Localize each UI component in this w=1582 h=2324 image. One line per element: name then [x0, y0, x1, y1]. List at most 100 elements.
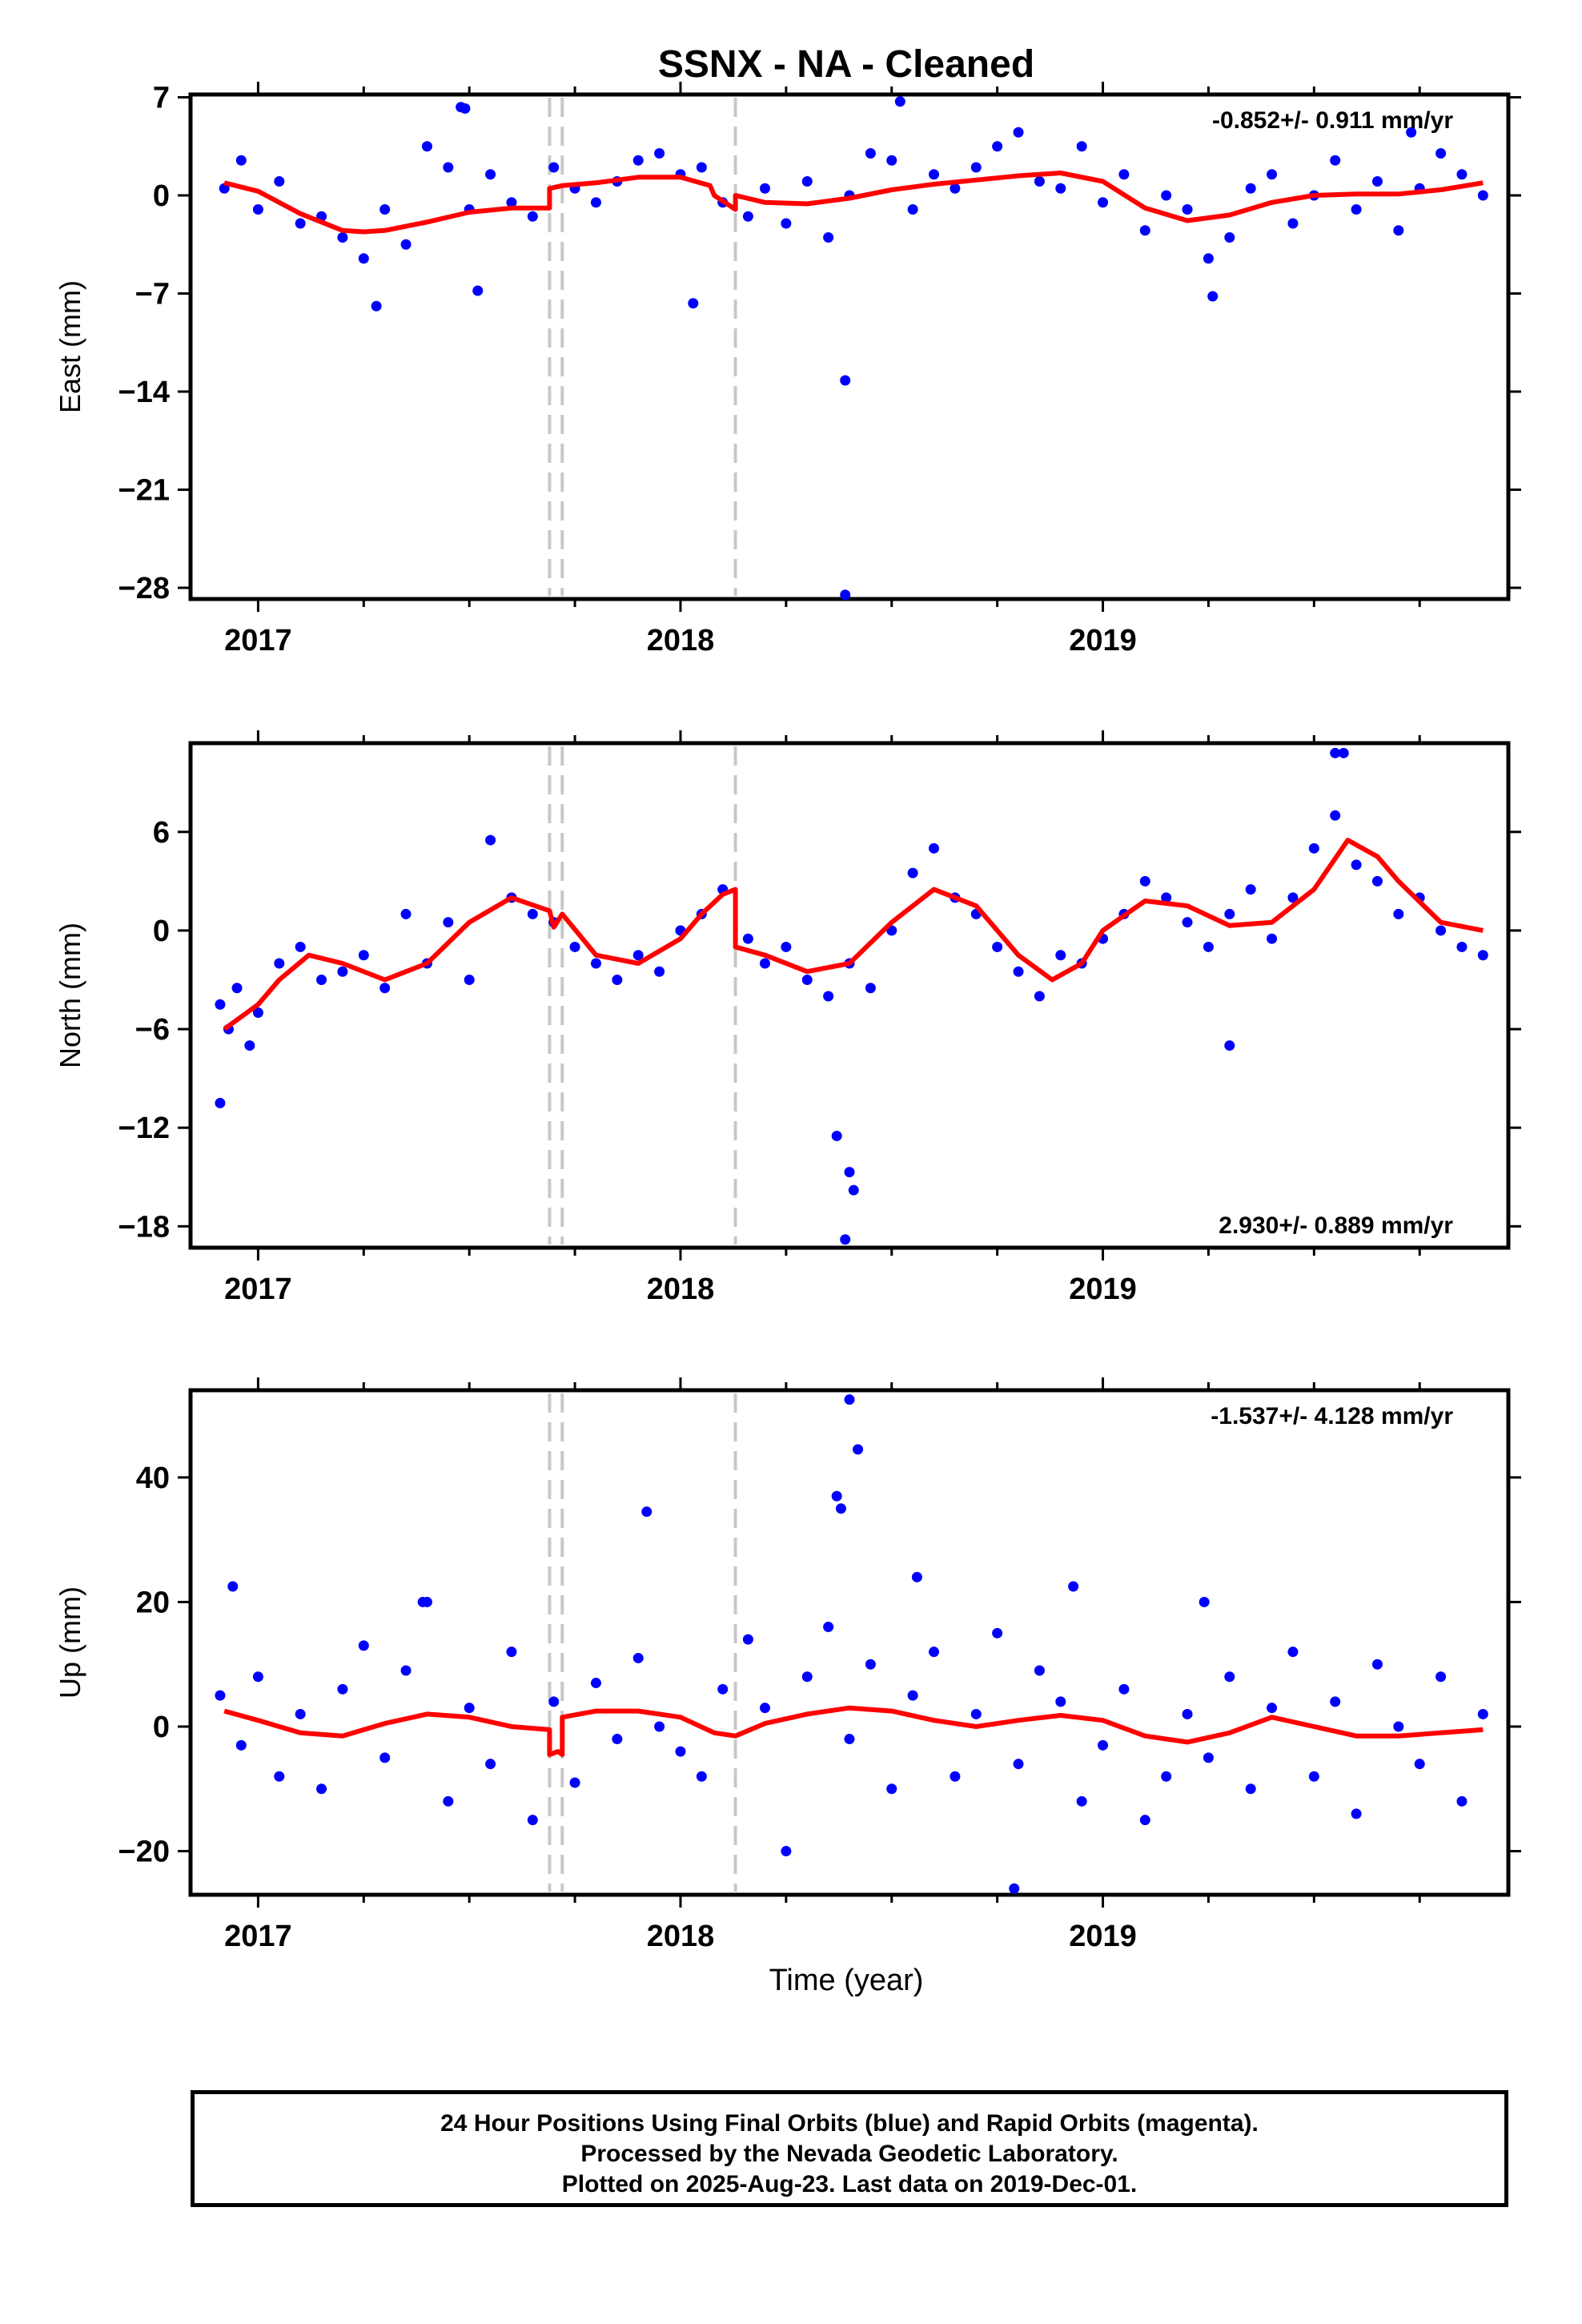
x-tick-label: 2018: [647, 1273, 715, 1306]
data-point: [632, 1652, 644, 1663]
data-point: [831, 1490, 842, 1502]
data-point: [485, 169, 496, 180]
data-point: [1013, 127, 1024, 138]
y-axis-label: North (mm): [54, 923, 86, 1068]
data-point: [844, 1734, 855, 1745]
data-point: [894, 96, 905, 107]
y-tick-label: −14: [118, 376, 170, 409]
footer-line-2: Processed by the Nevada Geodetic Laborat…: [580, 2141, 1118, 2167]
data-point: [1351, 1808, 1362, 1819]
data-point: [358, 1640, 369, 1651]
data-point: [1338, 747, 1349, 758]
data-point: [823, 991, 834, 1002]
velocity-annotation: 2.930+/- 0.889 mm/yr: [1219, 1212, 1453, 1239]
footer-caption-box: 24 Hour Positions Using Final Orbits (bl…: [191, 2090, 1508, 2207]
data-point: [801, 1671, 813, 1683]
data-point: [295, 218, 306, 229]
data-point: [1287, 218, 1299, 229]
data-point: [215, 1097, 226, 1108]
data-point: [1267, 169, 1278, 180]
y-tick-label: −7: [135, 278, 170, 312]
data-point: [844, 1394, 855, 1405]
data-point: [443, 917, 454, 928]
data-point: [379, 204, 391, 215]
data-point: [688, 298, 699, 309]
y-tick-label: 0: [153, 915, 170, 948]
data-point: [1330, 810, 1341, 821]
footer-line-3: Plotted on 2025-Aug-23. Last data on 201…: [561, 2171, 1138, 2197]
data-point: [844, 1167, 855, 1178]
y-tick-label: 7: [153, 82, 170, 115]
data-point: [1406, 127, 1417, 138]
data-point: [506, 1647, 517, 1658]
model-fit-line: [223, 171, 1484, 235]
x-tick-label: 2017: [224, 1920, 292, 1953]
data-point: [1076, 1795, 1087, 1807]
data-point: [929, 842, 940, 854]
y-tick-label: −28: [118, 572, 170, 605]
panel-3: 2017 2018 2019 40 20 0 −20 Up (mm) -1.537+/- 4.1…: [54, 1377, 1521, 1953]
data-point: [950, 1771, 961, 1782]
data-point: [1308, 1771, 1319, 1782]
data-point: [759, 1703, 770, 1714]
data-point: [654, 966, 665, 977]
data-point: [886, 155, 897, 166]
data-point: [907, 204, 918, 215]
data-point: [696, 162, 707, 173]
data-point: [1139, 875, 1150, 887]
model-fit-line: [223, 1705, 1484, 1757]
data-point: [950, 183, 961, 194]
data-point: [1055, 1696, 1066, 1707]
velocity-annotation: -0.852+/- 0.911 mm/yr: [1212, 107, 1453, 134]
data-point: [1371, 176, 1383, 187]
data-point: [840, 589, 851, 601]
data-point: [274, 1771, 285, 1782]
data-point: [1034, 1665, 1045, 1676]
data-point: [527, 908, 538, 919]
x-axis-label: Time (year): [769, 1964, 924, 1997]
data-point: [379, 983, 391, 994]
data-point: [654, 148, 665, 159]
data-point: [1161, 1771, 1172, 1782]
y-tick-label: 0: [153, 179, 170, 213]
data-point: [1009, 1883, 1020, 1894]
data-point: [840, 375, 851, 386]
data-point: [379, 1752, 391, 1763]
data-point: [252, 204, 263, 215]
data-point: [1098, 1739, 1109, 1751]
data-point: [1055, 183, 1066, 194]
data-point: [400, 908, 412, 919]
data-point: [911, 1571, 922, 1582]
data-point: [742, 211, 753, 222]
data-point: [641, 1506, 652, 1518]
data-point: [1477, 190, 1488, 201]
y-tick-label: 0: [153, 1711, 170, 1744]
data-point: [1414, 1759, 1425, 1770]
chart-title: SSNX - NA - Cleaned: [658, 43, 1034, 86]
data-point: [215, 999, 226, 1010]
data-point: [1435, 1671, 1447, 1683]
panel-1: 2017 2018 2019 7 0 −7 −14 −21 −28 East (mm) -0.852…: [54, 82, 1521, 657]
model-fit-line: [223, 838, 1484, 1031]
data-point: [1076, 141, 1087, 152]
y-tick-label: 6: [153, 816, 170, 850]
data-point: [295, 1708, 306, 1719]
data-point: [215, 1690, 226, 1701]
data-point: [227, 1581, 239, 1592]
data-point: [472, 285, 484, 296]
data-point: [1456, 1795, 1468, 1807]
data-point: [865, 983, 876, 994]
data-point: [316, 1783, 327, 1795]
data-point: [1267, 1703, 1278, 1714]
plot-frame: [188, 741, 1511, 1250]
y-axis-label: East (mm): [54, 280, 86, 413]
data-point: [358, 950, 369, 961]
data-point: [371, 300, 382, 312]
data-point: [632, 950, 644, 961]
plot-frame: [188, 92, 1511, 601]
data-point: [1203, 1752, 1214, 1763]
x-tick-label: 2017: [224, 624, 292, 657]
data-point: [781, 941, 792, 952]
data-point: [527, 211, 538, 222]
